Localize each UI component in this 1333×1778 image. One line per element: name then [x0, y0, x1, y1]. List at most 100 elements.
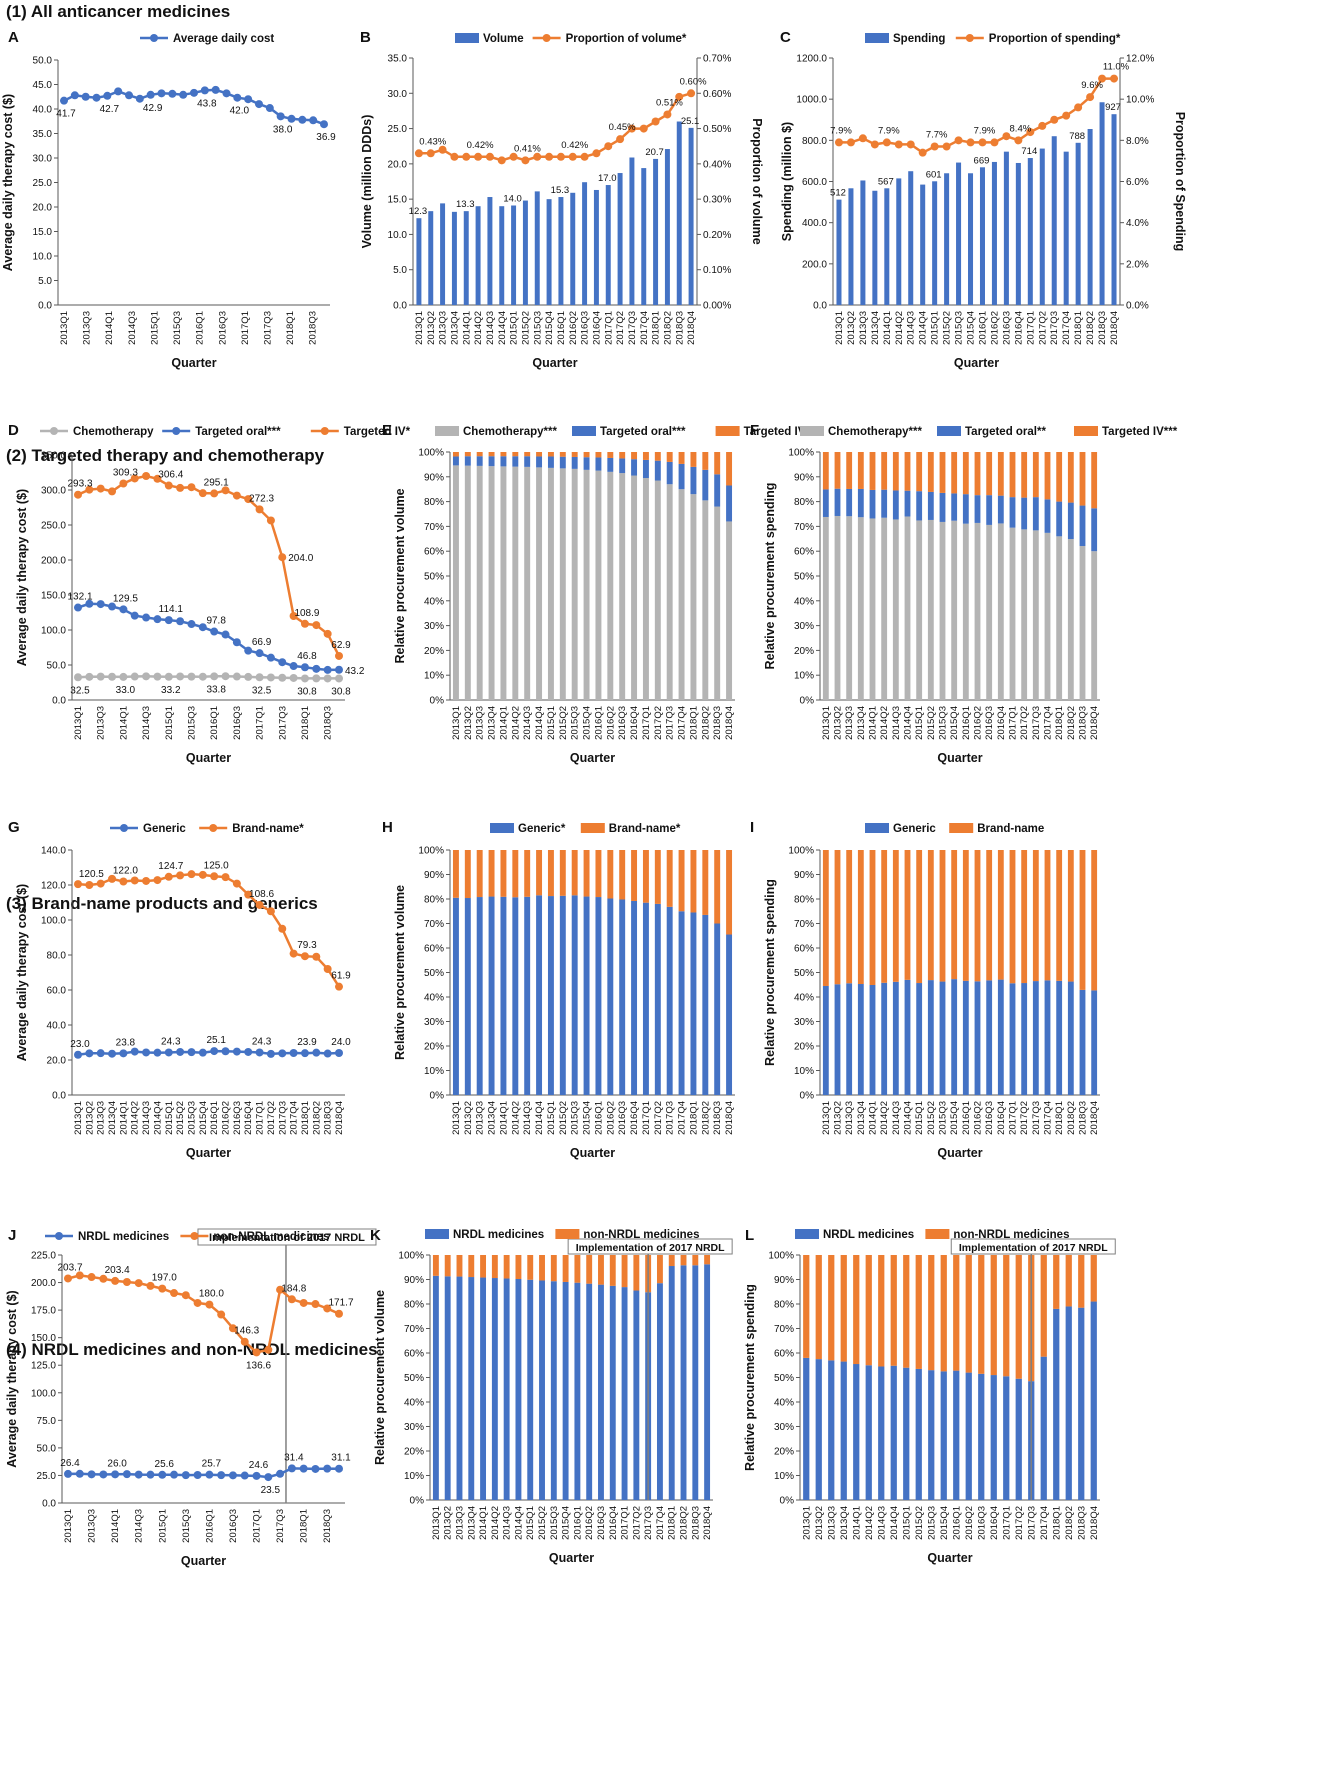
- stacked-bar-segment: [1053, 1255, 1060, 1309]
- x-tick-label: 2015Q1: [914, 706, 925, 740]
- panel-H: H 0% 10% 20% 30% 40% 50% 60% 70% 80% 90% 100% 2013Q1…: [382, 819, 735, 1160]
- stacked-bar-segment: [464, 898, 471, 1095]
- data-point: [1038, 121, 1047, 130]
- data-label: 33.8: [206, 684, 226, 695]
- x-tick-label: 2013Q2: [463, 1101, 474, 1135]
- stacked-bar-segment: [951, 520, 958, 700]
- panel-K: K 0% 10% 20% 30% 40% 50% 60% 70% 80% 90% 100% 2013Q1…: [370, 1227, 733, 1565]
- x-tick-label: 2017Q3: [277, 706, 288, 740]
- y-tick-label: 50.0: [47, 661, 67, 672]
- panel-letter: L: [745, 1227, 754, 1244]
- stacked-bar-segment: [726, 934, 733, 1095]
- x-tick-label: 2017Q4: [289, 1101, 300, 1135]
- x-tick-label: 2013Q1: [821, 1101, 832, 1135]
- x-tick-label: 2017Q1: [1008, 706, 1019, 740]
- stacked-bar-segment: [892, 981, 899, 1095]
- data-point: [942, 142, 951, 151]
- line-data-label: 7.9%: [830, 125, 852, 136]
- x-tick-label: 2015Q1: [509, 311, 520, 345]
- data-point: [198, 672, 207, 681]
- y-tick-label: 30%: [774, 1422, 794, 1433]
- x-axis-title: Quarter: [927, 1551, 972, 1565]
- legend-bar-swatch: [1074, 426, 1098, 436]
- bar: [896, 178, 902, 305]
- data-point: [210, 627, 219, 636]
- data-label: 43.2: [345, 666, 365, 677]
- x-tick-label: 2018Q1: [667, 1506, 678, 1540]
- legend-marker: [55, 1232, 63, 1240]
- stacked-bar-segment: [1032, 452, 1039, 498]
- data-point: [96, 484, 105, 493]
- data-point: [233, 93, 242, 102]
- x-tick-label: 2014Q1: [110, 1509, 121, 1543]
- stacked-bar-segment: [953, 1370, 960, 1500]
- stacked-bar-segment: [916, 850, 923, 984]
- data-point: [266, 653, 275, 662]
- data-point: [278, 673, 287, 682]
- panel-E: E 0% 10% 20% 30% 40% 50% 60% 70% 80% 90% 100% 2013Q1…: [382, 422, 815, 765]
- data-point: [210, 1047, 219, 1056]
- stacked-bar-segment: [536, 850, 543, 896]
- x-tick-label: 2017Q2: [615, 311, 626, 345]
- legend-label: Brand-name*: [232, 823, 304, 835]
- x-tick-label: 2017Q2: [653, 1101, 664, 1135]
- data-point: [60, 96, 68, 105]
- y-tick-label: 35.0: [33, 129, 53, 140]
- stacked-bar-segment: [904, 490, 911, 517]
- x-tick-label: 2016Q3: [217, 311, 228, 345]
- stacked-bar-segment: [1079, 505, 1086, 546]
- series-line: [77, 674, 339, 680]
- stacked-bar-segment: [939, 981, 946, 1095]
- stacked-bar-segment: [1067, 850, 1074, 982]
- stacked-bar-segment: [562, 1281, 569, 1500]
- x-tick-label: 2015Q3: [172, 311, 183, 345]
- data-point: [616, 135, 625, 144]
- stacked-bar-segment: [464, 452, 471, 457]
- data-point: [287, 1464, 296, 1473]
- data-label: 42.0: [230, 106, 250, 117]
- data-point: [111, 1470, 120, 1479]
- stacked-bar-segment: [547, 850, 554, 897]
- x-tick-label: 2015Q3: [938, 706, 949, 740]
- y-tick-label: 200.0: [802, 259, 827, 270]
- bar-data-label: 927: [1105, 102, 1121, 113]
- x-tick-label: 2013Q3: [438, 311, 449, 345]
- stacked-bar-segment: [916, 520, 923, 700]
- stacked-bar-segment: [939, 452, 946, 493]
- data-point: [87, 1470, 96, 1479]
- data-point: [130, 672, 139, 681]
- data-point: [119, 605, 128, 614]
- x-tick-label: 2013Q1: [451, 706, 462, 740]
- legend-label: non-NRDL medicines: [583, 1229, 699, 1241]
- data-point: [312, 952, 321, 961]
- x-tick-label: 2013Q3: [475, 706, 486, 740]
- x-tick-label: 2014Q1: [498, 706, 509, 740]
- x-tick-label: 2015Q3: [186, 1101, 197, 1135]
- stacked-bar-segment: [559, 468, 566, 700]
- y-tick-label: 30%: [424, 1017, 444, 1028]
- data-point: [580, 152, 589, 161]
- stacked-bar-segment: [1053, 1308, 1060, 1500]
- legend-bar-swatch: [425, 1229, 449, 1239]
- panel-letter: G: [8, 819, 20, 836]
- stacked-bar-segment: [692, 1255, 699, 1266]
- y-axis-title: Relative procurement volume: [393, 885, 407, 1060]
- stacked-bar-segment: [1009, 527, 1016, 700]
- x-tick-label: 2014Q3: [141, 1101, 152, 1135]
- y-tick-label: 40%: [404, 1398, 424, 1409]
- legend-label: non-NRDL medicines: [953, 1229, 1069, 1241]
- data-point: [232, 1047, 241, 1056]
- y-tick-label: 20.0: [388, 159, 408, 170]
- data-label: 23.9: [297, 1037, 317, 1048]
- right-tick-label: 0.10%: [703, 265, 731, 276]
- y-tick-label: 100.0: [41, 916, 66, 927]
- stacked-bar-segment: [559, 452, 566, 457]
- y-tick-label: 40%: [774, 1398, 794, 1409]
- x-tick-label: 2018Q3: [712, 706, 723, 740]
- stacked-bar-segment: [668, 1266, 675, 1500]
- data-point: [545, 152, 554, 161]
- x-tick-label: 2014Q4: [918, 311, 929, 345]
- x-tick-label: 2017Q2: [1014, 1506, 1025, 1540]
- data-label: 26.4: [60, 1458, 80, 1469]
- stacked-bar-segment: [476, 850, 483, 898]
